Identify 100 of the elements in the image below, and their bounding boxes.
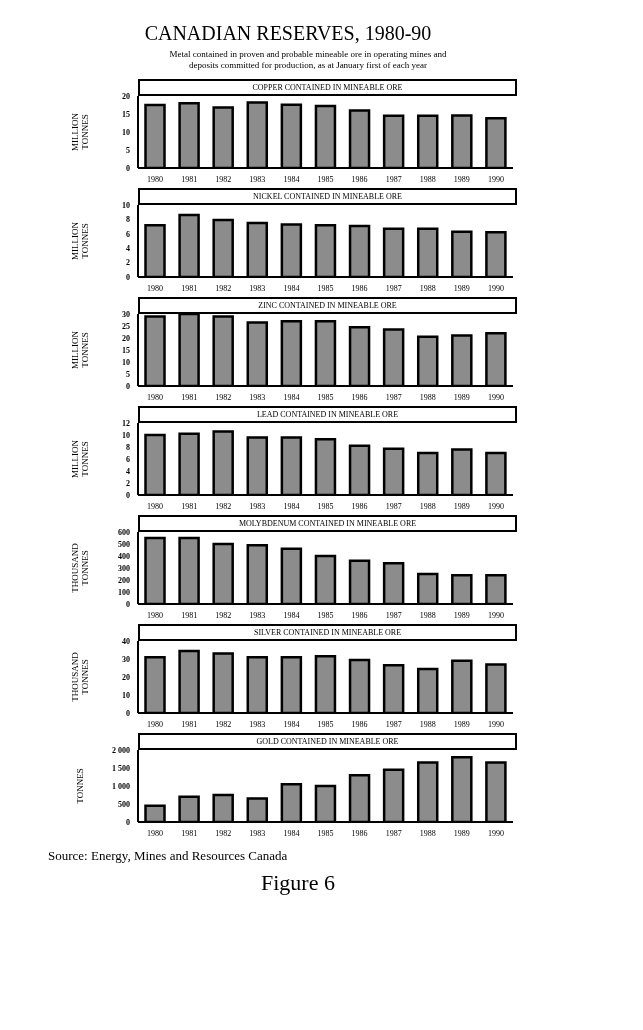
x-tick-label: 1987 <box>385 828 402 838</box>
x-tick-label: 1987 <box>385 283 402 293</box>
x-tick-label: 1986 <box>351 719 368 729</box>
x-tick-label: 1989 <box>453 610 470 620</box>
y-tick-label: 20 <box>122 91 130 101</box>
chart-title: NICKEL CONTAINED IN MINEABLE ORE <box>138 188 517 205</box>
y-tick-label: 4 <box>126 244 130 254</box>
x-tick-label: 1980 <box>147 392 164 402</box>
x-tick-label: 1982 <box>215 610 232 620</box>
y-tick-label: 0 <box>126 272 130 282</box>
x-tick-label: 1987 <box>385 392 402 402</box>
y-tick-label: 500 <box>118 799 130 809</box>
y-axis-title: MILLION TONNES <box>70 330 90 369</box>
x-tick-label: 1985 <box>317 501 334 511</box>
y-tick-label: 600 <box>118 527 130 537</box>
x-tick-label: 1986 <box>351 828 368 838</box>
y-tick-label: 2 <box>126 258 130 268</box>
x-tick-label: 1990 <box>487 501 504 511</box>
x-tick-label: 1986 <box>351 392 368 402</box>
x-tick-label: 1987 <box>385 719 402 729</box>
y-tick-label: 30 <box>122 309 130 319</box>
y-tick-label: 10 <box>122 690 130 700</box>
x-tick-label: 1990 <box>487 828 504 838</box>
x-tick-label: 1982 <box>215 501 232 511</box>
chart-title: ZINC CONTAINED IN MINEABLE ORE <box>138 297 517 314</box>
x-tick-label: 1980 <box>147 610 164 620</box>
x-tick-label: 1980 <box>147 719 164 729</box>
x-tick-label: 1985 <box>317 828 334 838</box>
x-tick-label: 1985 <box>317 610 334 620</box>
y-tick-label: 0 <box>126 490 130 500</box>
x-tick-label: 1988 <box>419 501 436 511</box>
y-tick-label: 500 <box>118 539 130 549</box>
y-tick-label: 8 <box>126 442 130 452</box>
y-axis-title: THOUSAND TONNES <box>70 542 90 593</box>
x-tick-label: 1983 <box>249 719 266 729</box>
x-tick-label: 1981 <box>181 610 198 620</box>
y-axis-title: THOUSAND TONNES <box>70 651 90 702</box>
y-tick-label: 0 <box>126 599 130 609</box>
x-tick-label: 1980 <box>147 828 164 838</box>
x-tick-label: 1988 <box>419 610 436 620</box>
x-tick-label: 1983 <box>249 828 266 838</box>
y-tick-label: 8 <box>126 215 130 225</box>
y-tick-label: 20 <box>122 672 130 682</box>
y-tick-label: 25 <box>122 321 130 331</box>
x-tick-label: 1986 <box>351 174 368 184</box>
x-tick-label: 1984 <box>283 610 300 620</box>
y-tick-label: 400 <box>118 551 130 561</box>
y-axis-title: MILLION TONNES <box>70 221 90 260</box>
x-tick-label: 1989 <box>453 392 470 402</box>
y-tick-label: 4 <box>126 466 130 476</box>
x-tick-label: 1985 <box>317 719 334 729</box>
y-tick-label: 5 <box>126 369 130 379</box>
chart-title: MOLYBDENUM CONTAINED IN MINEABLE ORE <box>138 515 517 532</box>
x-tick-label: 1988 <box>419 174 436 184</box>
x-tick-label: 1985 <box>317 392 334 402</box>
x-tick-label: 1986 <box>351 610 368 620</box>
x-tick-label: 1990 <box>487 610 504 620</box>
y-tick-label: 6 <box>126 454 130 464</box>
x-tick-label: 1983 <box>249 392 266 402</box>
y-tick-label: 0 <box>126 381 130 391</box>
y-tick-label: 200 <box>118 575 130 585</box>
x-tick-label: 1989 <box>453 719 470 729</box>
x-tick-label: 1987 <box>385 174 402 184</box>
y-tick-label: 40 <box>122 636 130 646</box>
chart-title: COPPER CONTAINED IN MINEABLE ORE <box>138 79 517 96</box>
chart-title: LEAD CONTAINED IN MINEABLE ORE <box>138 406 517 423</box>
y-tick-label: 5 <box>126 145 130 155</box>
y-tick-label: 1 000 <box>112 781 130 791</box>
x-tick-label: 1981 <box>181 719 198 729</box>
chart-title: SILVER CONTAINED IN MINEABLE ORE <box>138 624 517 641</box>
x-tick-label: 1983 <box>249 501 266 511</box>
y-tick-label: 15 <box>122 345 130 355</box>
y-tick-label: 0 <box>126 817 130 827</box>
y-tick-label: 10 <box>122 430 130 440</box>
x-tick-label: 1989 <box>453 828 470 838</box>
x-tick-label: 1985 <box>317 174 334 184</box>
y-axis-title: TONNES <box>75 768 85 804</box>
chart-subtitle: Metal contained in proven and probable mineable ore in operating mines and deposits committed for production, as at January first of each year <box>168 49 448 71</box>
source-note: Source: Energy, Mines and Resources Canada <box>48 848 289 864</box>
x-tick-label: 1982 <box>215 828 232 838</box>
x-tick-label: 1984 <box>283 174 300 184</box>
y-tick-label: 30 <box>122 654 130 664</box>
x-tick-label: 1990 <box>487 719 504 729</box>
y-tick-label: 6 <box>126 229 130 239</box>
x-tick-label: 1984 <box>283 283 300 293</box>
x-tick-label: 1982 <box>215 174 232 184</box>
x-tick-label: 1984 <box>283 501 300 511</box>
x-tick-label: 1983 <box>249 610 266 620</box>
x-tick-label: 1980 <box>147 283 164 293</box>
x-tick-label: 1984 <box>283 719 300 729</box>
x-tick-label: 1990 <box>487 174 504 184</box>
x-tick-label: 1982 <box>215 719 232 729</box>
y-tick-label: 15 <box>122 109 130 119</box>
x-tick-label: 1981 <box>181 828 198 838</box>
y-tick-label: 2 000 <box>112 745 130 755</box>
y-tick-label: 300 <box>118 563 130 573</box>
x-tick-label: 1987 <box>385 501 402 511</box>
text: CANADIAN RESERVES, 1980-90 <box>143 22 433 45</box>
x-tick-label: 1989 <box>453 501 470 511</box>
x-tick-label: 1983 <box>249 174 266 184</box>
